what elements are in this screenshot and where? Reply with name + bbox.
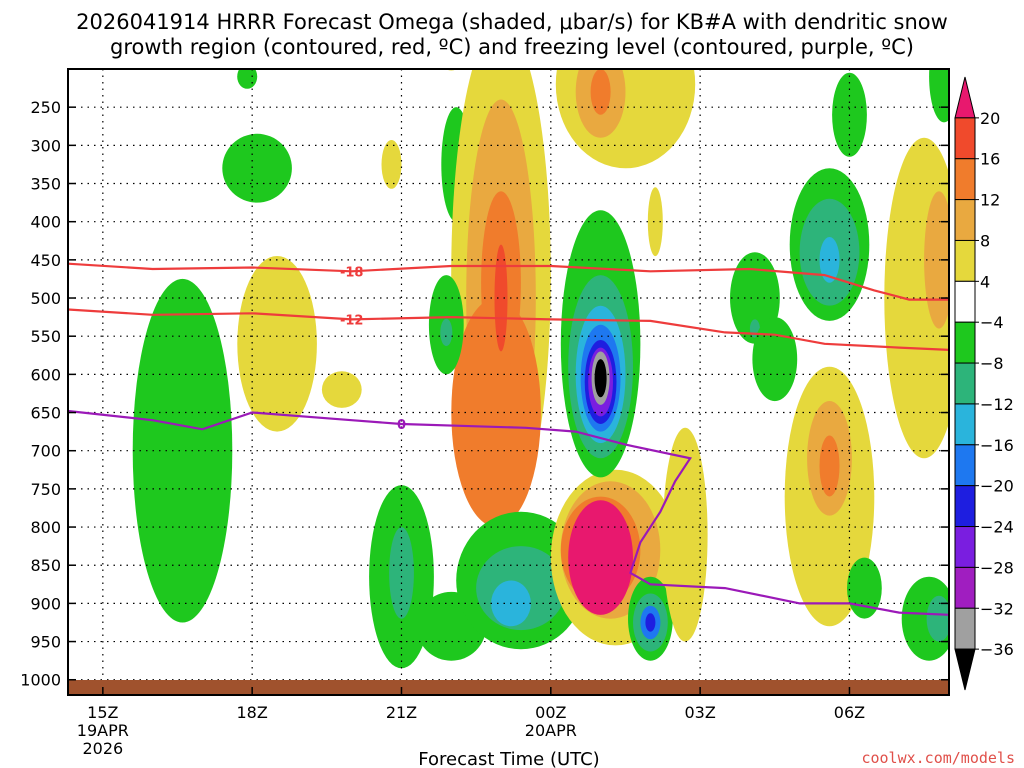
x-tick-label-15Z: 15Z — [87, 703, 118, 722]
omega-region-52 — [884, 137, 949, 459]
y-tick-label-350: 350 — [30, 175, 61, 194]
colorbar-legend: 20 16 12 8 4 −4 −8 −12 −16 −20 −24 −28 −32 −36 — [954, 76, 1014, 691]
y-tick-label-750: 750 — [30, 480, 61, 499]
colorbar-swatch-7 — [954, 362, 976, 405]
y-tick-label-900: 900 — [30, 594, 61, 613]
omega-region-41 — [662, 427, 708, 642]
contour-0 — [68, 262, 949, 301]
x-tick-label-21Z: 21Z — [386, 703, 417, 722]
contour-label-0: -18 — [340, 265, 364, 280]
y-tick-label-250: 250 — [30, 98, 61, 117]
x-tick-date-00Z: 20APR — [525, 721, 577, 740]
x-axis-label: Forecast Time (UTC) — [418, 749, 599, 768]
y-axis: 250 300 350 400 450 500 550 600 650 700 750 800 850 9… — [20, 98, 949, 690]
colorbar-swatch-12 — [954, 566, 976, 609]
omega-region-1 — [222, 133, 292, 203]
x-tick-label-03Z: 03Z — [684, 703, 715, 722]
y-tick-label-1000: 1000 — [20, 671, 61, 690]
colorbar-label-12: −32 — [980, 599, 1014, 618]
colorbar-swatch-6 — [954, 321, 976, 364]
colorbar-swatch-10 — [954, 485, 976, 528]
y-tick-label-800: 800 — [30, 518, 61, 537]
colorbar-swatch-13 — [954, 607, 976, 650]
colorbar-label-4: 4 — [980, 272, 990, 291]
y-tick-label-400: 400 — [30, 213, 61, 232]
colorbar-swatch-3 — [954, 199, 976, 241]
omega-region-27 — [568, 500, 633, 615]
omega-region-39 — [645, 613, 656, 632]
ground-layer — [68, 680, 949, 695]
omega-region-4 — [321, 371, 362, 408]
contour-2 — [68, 409, 949, 616]
chart-title-line-2: growth region (contoured, red, ºC) and f… — [110, 35, 914, 59]
y-tick-label-650: 650 — [30, 404, 61, 423]
x-tick-label-00Z: 00Z — [535, 703, 566, 722]
watermark: coolwx.com/models — [861, 749, 1015, 767]
chart-title-line-1: 2026041914 HRRR Forecast Omega (shaded, … — [76, 10, 948, 34]
y-tick-label-500: 500 — [30, 289, 61, 308]
colorbar-swatch-11 — [954, 526, 976, 568]
omega-region-5 — [381, 140, 402, 189]
omega-region-2 — [237, 69, 258, 89]
temperature-contours: -18 -12 0 — [68, 262, 949, 616]
colorbar-swatch-4 — [954, 239, 976, 282]
contour-label-2: 0 — [397, 418, 406, 433]
colorbar-label-6: −8 — [980, 354, 1004, 373]
omega-region-57 — [926, 595, 949, 642]
colorbar-label-3: 8 — [980, 231, 990, 250]
contour-label-1: -12 — [340, 313, 364, 328]
colorbar-label-2: 12 — [980, 191, 1000, 210]
contour-1 — [68, 308, 949, 351]
colorbar-swatch-9 — [954, 444, 976, 487]
colorbar-swatch-8 — [954, 403, 976, 446]
colorbar-swatch-0 — [954, 76, 976, 119]
omega-region-54 — [929, 69, 949, 123]
grid-lines — [68, 69, 949, 695]
y-tick-label-850: 850 — [30, 556, 61, 575]
y-tick-label-700: 700 — [30, 442, 61, 461]
colorbar-label-13: −36 — [980, 640, 1014, 659]
omega-region-51 — [819, 435, 840, 497]
y-tick-label-450: 450 — [30, 251, 61, 270]
x-tick-label-06Z: 06Z — [834, 703, 865, 722]
omega-region-0 — [132, 278, 233, 623]
omega-region-13 — [451, 298, 541, 527]
x-tick-year-15Z: 2026 — [82, 739, 123, 758]
colorbar-label-9: −20 — [980, 477, 1014, 496]
x-tick-date-15Z: 19APR — [77, 721, 129, 740]
colorbar-swatch-14 — [954, 648, 976, 691]
colorbar-swatch-5 — [954, 280, 976, 323]
colorbar-label-5: −4 — [980, 313, 1004, 332]
colorbar-label-1: 16 — [980, 150, 1000, 169]
omega-region-40 — [647, 187, 663, 257]
y-tick-label-600: 600 — [30, 365, 61, 384]
omega-region-3 — [237, 255, 317, 432]
x-tick-label-18Z: 18Z — [236, 703, 267, 722]
omega-region-17 — [440, 318, 453, 347]
y-tick-label-300: 300 — [30, 136, 61, 155]
omega-region-35 — [594, 359, 607, 398]
colorbar-swatch-1 — [954, 117, 976, 160]
y-tick-label-550: 550 — [30, 327, 61, 346]
plot-frame — [67, 68, 950, 696]
omega-region-15 — [494, 244, 508, 352]
colorbar-swatch-2 — [954, 158, 976, 201]
omega-region-23 — [590, 69, 611, 115]
omega-region-44 — [752, 317, 798, 402]
colorbar-label-8: −16 — [980, 436, 1014, 455]
colorbar-label-7: −12 — [980, 395, 1014, 414]
omega-region-53 — [924, 191, 949, 329]
y-tick-label-950: 950 — [30, 633, 61, 652]
colorbar-label-10: −24 — [980, 518, 1014, 537]
omega-shading — [132, 69, 949, 669]
colorbar-label-11: −28 — [980, 558, 1014, 577]
colorbar-label-0: 20 — [980, 109, 1000, 128]
omega-region-9 — [389, 527, 414, 619]
